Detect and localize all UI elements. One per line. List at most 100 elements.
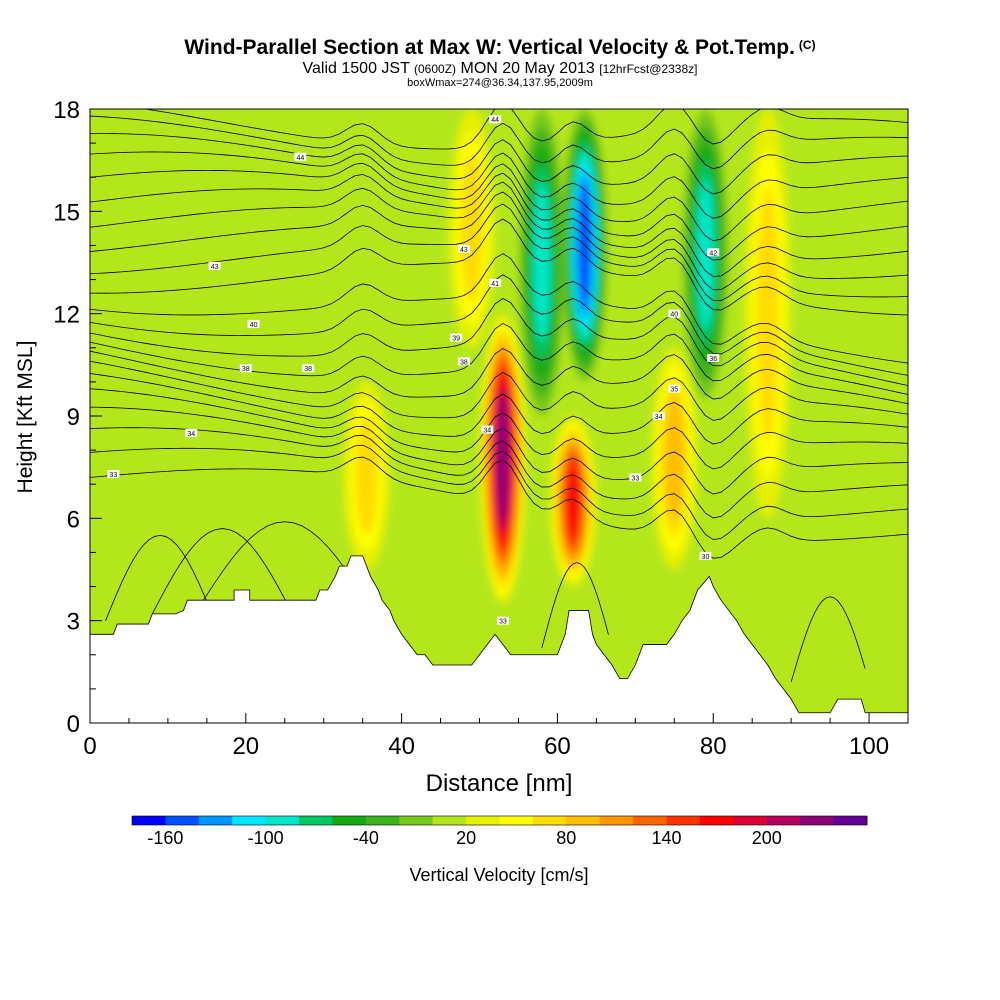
svg-text:33: 33 [499, 619, 507, 626]
isentrope-label: 41 [489, 278, 502, 288]
svg-text:44: 44 [296, 155, 304, 162]
updraft-core [497, 396, 509, 521]
svg-text:38: 38 [304, 366, 312, 373]
isentrope-line [90, 456, 908, 559]
colorbar: -160 -100 -40 20 80 140 200 [131, 815, 868, 848]
colorbar-swatch [399, 816, 434, 825]
svg-text:40: 40 [670, 312, 678, 319]
svg-text:39: 39 [452, 336, 460, 343]
isentrope-label: 38 [302, 364, 315, 373]
isentrope-label: 43 [457, 244, 470, 254]
isentrope-label: 34 [652, 412, 665, 421]
x-axis: 0 20 40 60 80 100 [83, 713, 889, 760]
svg-text:42: 42 [709, 250, 717, 257]
isentrope-line [90, 406, 908, 495]
isentrope-line [90, 444, 908, 540]
isentrope-line [90, 322, 908, 395]
colorbar-swatch [299, 816, 333, 825]
isentrope-label: 34 [185, 429, 198, 438]
isentrope-label: 44 [294, 152, 307, 162]
y-tick-label: 9 [67, 404, 80, 431]
colorbar-swatch [265, 816, 300, 825]
svg-text:43: 43 [211, 264, 219, 271]
colorbar-swatch [599, 816, 634, 825]
svg-text:35: 35 [670, 387, 678, 394]
isentrope-label: 36 [707, 354, 720, 363]
isentrope-line [90, 218, 908, 316]
svg-text:34: 34 [483, 428, 491, 435]
svg-text:41: 41 [491, 281, 499, 288]
isentrope-line [90, 191, 908, 291]
isentrope-line [90, 253, 908, 364]
isentrope-label: 34 [481, 425, 494, 435]
colorbar-swatch [633, 816, 668, 825]
colorbar-swatch [766, 816, 801, 825]
isentrope-line [142, 109, 908, 150]
updraft-core [460, 154, 483, 303]
y-axis-label: Height [Kft MSL] [14, 341, 37, 494]
svg-text:38: 38 [242, 366, 250, 373]
isentrope-line [90, 203, 908, 302]
isentrope-label: 35 [668, 384, 681, 394]
svg-text:43: 43 [460, 247, 468, 254]
colorbar-swatch [532, 816, 567, 825]
x-tick-label: 0 [83, 733, 96, 760]
isentrope-label: 40 [668, 309, 681, 319]
isentrope-label: 30 [699, 551, 712, 561]
isentrope-line [90, 133, 908, 195]
isentrope-line [90, 162, 908, 242]
x-tick-label: 40 [388, 733, 415, 760]
colorbar-swatch [499, 816, 534, 825]
colorbar-tick-label: 20 [456, 828, 476, 848]
y-tick-label: 15 [53, 199, 80, 226]
terrain-profile [90, 555, 908, 723]
svg-text:40: 40 [250, 322, 258, 329]
updraft-core [756, 187, 780, 441]
colorbar-swatch [332, 816, 367, 825]
colorbar-tick-label: -40 [353, 828, 379, 848]
colorbar-swatch [800, 816, 835, 825]
isentrope-label: 44 [489, 115, 502, 124]
plot-area: 44 44 43 43 42 41 40 40 39 38 38 38 36 35 34 34 34 33 33 33… [90, 109, 908, 723]
colorbar-swatch [566, 816, 601, 825]
y-tick-label: 3 [67, 609, 80, 636]
colorbar-swatch [165, 816, 200, 825]
colorbar-tick-label: -100 [248, 828, 284, 848]
colorbar-tick-label: -160 [147, 828, 183, 848]
isentrope-line [90, 115, 908, 170]
isentrope-line [90, 427, 908, 519]
colorbar-label: Vertical Velocity [cm/s] [409, 865, 588, 885]
svg-text:33: 33 [631, 475, 639, 482]
colorbar-swatch [733, 816, 768, 825]
isentrope-label: 42 [707, 248, 720, 257]
isentrope-line [90, 274, 908, 376]
colorbar-swatch [666, 816, 701, 825]
x-tick-label: 80 [700, 733, 727, 760]
isentrope-line [90, 181, 908, 277]
isentrope-line [198, 521, 363, 608]
isentrope-lines [90, 109, 908, 683]
colorbar-swatch [198, 816, 233, 825]
x-axis-label: Distance [nm] [426, 770, 573, 797]
isentrope-line [90, 360, 908, 421]
updraft-core [566, 462, 580, 541]
isentrope-line [90, 298, 908, 386]
isentrope-label: 33 [107, 469, 120, 479]
updraft-core [664, 396, 684, 521]
isentrope-line [90, 388, 908, 470]
colorbar-swatch [132, 816, 166, 825]
x-tick-label: 60 [544, 733, 571, 760]
isentrope-label: 33 [629, 473, 642, 482]
colorbar-swatch [699, 816, 734, 825]
isentrope-label: 38 [457, 357, 470, 366]
isentrope-line [790, 596, 866, 683]
svg-text:33: 33 [109, 472, 117, 479]
colorbar-swatch [432, 816, 467, 825]
y-tick-label: 18 [53, 97, 80, 124]
svg-text:34: 34 [655, 414, 663, 421]
chart-title: Wind-Parallel Section at Max W: Vertical… [184, 36, 816, 59]
isentrope-line [105, 534, 210, 621]
svg-text:36: 36 [709, 356, 717, 363]
valid-date: MON 20 May 2013 [460, 60, 595, 77]
